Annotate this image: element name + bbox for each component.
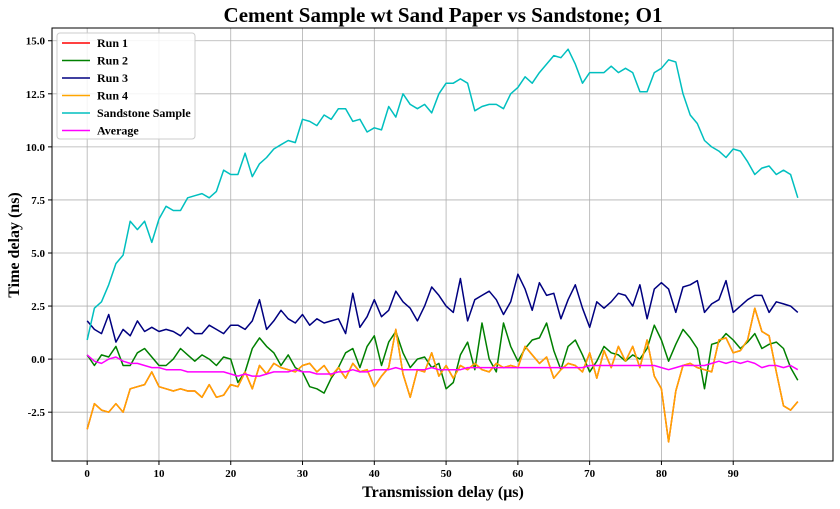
chart-title: Cement Sample wt Sand Paper vs Sandstone… [224, 3, 663, 27]
legend-label-run-1: Run 1 [97, 36, 128, 50]
legend-label-sandstone-sample: Sandstone Sample [97, 106, 191, 120]
x-tick-label: 20 [225, 468, 237, 480]
x-tick-label: 30 [297, 468, 309, 480]
series-line-sandstone-sample [86, 48, 799, 341]
series-lines [86, 48, 799, 443]
y-tick-label: 12.5 [26, 89, 46, 101]
y-tick-label: 7.5 [31, 195, 45, 207]
y-tick-label: 5.0 [31, 248, 45, 260]
legend-label-run-3: Run 3 [97, 71, 128, 85]
legend-label-run-4: Run 4 [97, 89, 128, 103]
plot-area-frame [51, 27, 834, 462]
y-axis-ticks: -2.5 0.0 2.5 5.0 7.5 10.0 12.5 15.0 [26, 36, 52, 419]
x-axis-label: Transmission delay (μs) [362, 484, 524, 501]
y-tick-label: 15.0 [26, 36, 46, 48]
series-line-run-2 [86, 322, 799, 394]
y-tick-label: 0.0 [31, 354, 45, 366]
x-tick-label: 10 [153, 468, 165, 480]
y-axis-label: Time delay (ns) [6, 192, 23, 297]
legend-label-run-2: Run 2 [97, 54, 128, 68]
y-tick-label: -2.5 [28, 407, 46, 419]
grid-lines [52, 28, 833, 461]
x-axis-ticks: 0 10 20 30 40 50 60 70 80 90 [84, 461, 739, 480]
legend-label-average: Average [97, 124, 139, 138]
x-tick-label: 70 [584, 468, 596, 480]
x-tick-label: 80 [656, 468, 668, 480]
x-tick-label: 40 [369, 468, 381, 480]
x-tick-label: 0 [84, 468, 90, 480]
series-line-run-3 [86, 273, 799, 343]
y-tick-label: 2.5 [31, 301, 45, 313]
x-tick-label: 50 [441, 468, 453, 480]
legend-box [56, 32, 196, 140]
x-tick-label: 90 [728, 468, 740, 480]
y-tick-label: 10.0 [26, 142, 46, 154]
legend: Run 1 Run 2 Run 3 Run 4 Sandstone Sample Aver… [56, 32, 196, 140]
series-line-average [86, 354, 799, 377]
x-tick-label: 60 [512, 468, 524, 480]
series-line-run-4 [86, 307, 799, 443]
